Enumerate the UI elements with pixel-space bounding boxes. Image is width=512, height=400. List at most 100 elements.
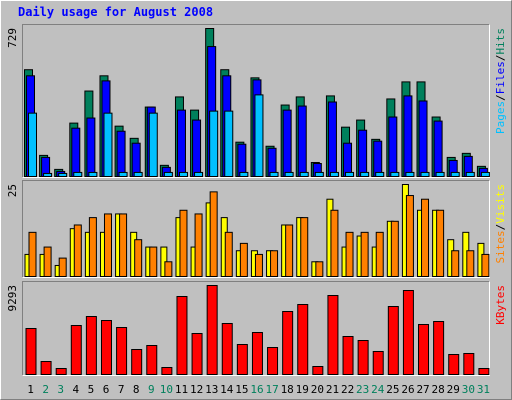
bar: [176, 109, 186, 177]
bar: [282, 311, 294, 375]
bar: [390, 220, 399, 278]
bar: [405, 195, 414, 277]
bar: [481, 253, 490, 277]
x-tick-label: 20: [311, 383, 324, 396]
bar: [58, 257, 67, 278]
bar: [116, 327, 128, 375]
bar: [478, 368, 490, 375]
y-tick-label: 25: [6, 184, 19, 197]
bar: [55, 368, 67, 375]
x-tick-label: 8: [133, 383, 140, 396]
bar: [236, 344, 248, 375]
bar: [194, 213, 203, 278]
bar: [191, 333, 203, 375]
bar: [357, 340, 369, 375]
bar: [224, 231, 233, 277]
legend-separator: /: [494, 224, 507, 231]
legend-separator: /: [494, 94, 507, 101]
bar: [224, 110, 234, 177]
bar: [465, 171, 475, 177]
bar: [161, 366, 173, 376]
bar: [297, 304, 309, 376]
x-tick-label: 4: [73, 383, 80, 396]
bar: [118, 171, 128, 177]
bar: [88, 217, 97, 277]
bar: [327, 101, 337, 177]
bar: [480, 171, 490, 177]
bar: [330, 209, 339, 277]
bar: [71, 127, 81, 178]
x-tick-label: 17: [265, 383, 278, 396]
legend-entry: KBytes: [494, 285, 507, 325]
x-tick-label: 21: [326, 383, 339, 396]
bar: [436, 209, 445, 277]
bar: [433, 321, 445, 376]
bar: [73, 171, 83, 177]
bar: [360, 171, 370, 177]
x-tick-label: 24: [371, 383, 385, 396]
legend-entry: Sites: [494, 230, 507, 263]
x-tick-label: 10: [160, 383, 173, 396]
legend-entry: Hits: [494, 28, 507, 55]
bar: [418, 100, 428, 177]
panel-border-dark: [22, 180, 490, 278]
bar: [284, 171, 294, 177]
bar: [131, 349, 143, 375]
x-tick-label: 27: [416, 383, 429, 396]
bar: [329, 171, 339, 177]
bar: [312, 366, 324, 375]
legend-entry: Pages: [494, 101, 507, 134]
x-tick-label: 7: [118, 383, 125, 396]
bar: [28, 112, 37, 178]
x-tick-label: 12: [190, 383, 203, 396]
panel-border-light: [22, 24, 490, 178]
bar: [146, 345, 158, 376]
bar: [103, 112, 113, 178]
legend: KBytes: [494, 285, 507, 325]
x-tick-label: 30: [462, 383, 475, 396]
bar: [28, 231, 37, 277]
bar: [402, 289, 414, 375]
bar: [209, 191, 218, 277]
bar: [372, 350, 384, 375]
x-tick-label: 5: [88, 383, 95, 396]
bar: [358, 129, 368, 177]
bar: [88, 171, 98, 177]
y-tick-label: 729: [6, 28, 19, 48]
bar: [433, 120, 443, 178]
bar: [466, 250, 475, 278]
x-tick-label: 22: [341, 383, 354, 396]
panel-border-dark: [22, 24, 490, 178]
bar: [85, 316, 97, 375]
bar: [254, 253, 263, 277]
legend-entry: Files: [494, 61, 507, 94]
bar: [299, 171, 309, 177]
x-tick-label: 23: [356, 383, 369, 396]
bar: [270, 250, 279, 278]
legend: Pages/Files/Hits: [494, 28, 507, 134]
bar: [164, 261, 173, 277]
x-tick-label: 28: [432, 383, 445, 396]
x-tick-label: 13: [205, 383, 218, 396]
bar: [206, 285, 218, 375]
bar: [254, 94, 264, 177]
bar: [405, 171, 415, 177]
bar: [345, 171, 355, 177]
bar: [450, 171, 460, 177]
bar: [448, 354, 460, 376]
x-tick-label: 16: [250, 383, 263, 396]
bar: [43, 246, 52, 277]
bar: [70, 325, 82, 375]
bar: [40, 361, 52, 376]
x-tick-label: 31: [477, 383, 490, 396]
bar: [73, 224, 82, 277]
bar: [239, 242, 248, 278]
bar: [86, 117, 96, 177]
bar: [375, 231, 384, 277]
bar: [116, 130, 126, 177]
bar: [209, 110, 219, 177]
bar: [131, 142, 141, 178]
x-tick-label: 3: [57, 383, 64, 396]
